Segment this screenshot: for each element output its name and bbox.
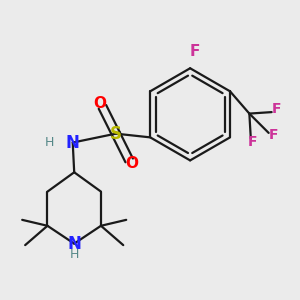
Text: O: O bbox=[93, 96, 106, 111]
Text: F: F bbox=[269, 128, 278, 142]
Text: H: H bbox=[70, 248, 79, 261]
Text: F: F bbox=[189, 44, 200, 59]
Text: F: F bbox=[248, 135, 257, 149]
Text: N: N bbox=[67, 235, 81, 253]
Text: H: H bbox=[44, 136, 54, 149]
Text: S: S bbox=[110, 125, 122, 143]
Text: N: N bbox=[66, 134, 80, 152]
Text: F: F bbox=[271, 102, 281, 116]
Text: O: O bbox=[126, 156, 139, 171]
